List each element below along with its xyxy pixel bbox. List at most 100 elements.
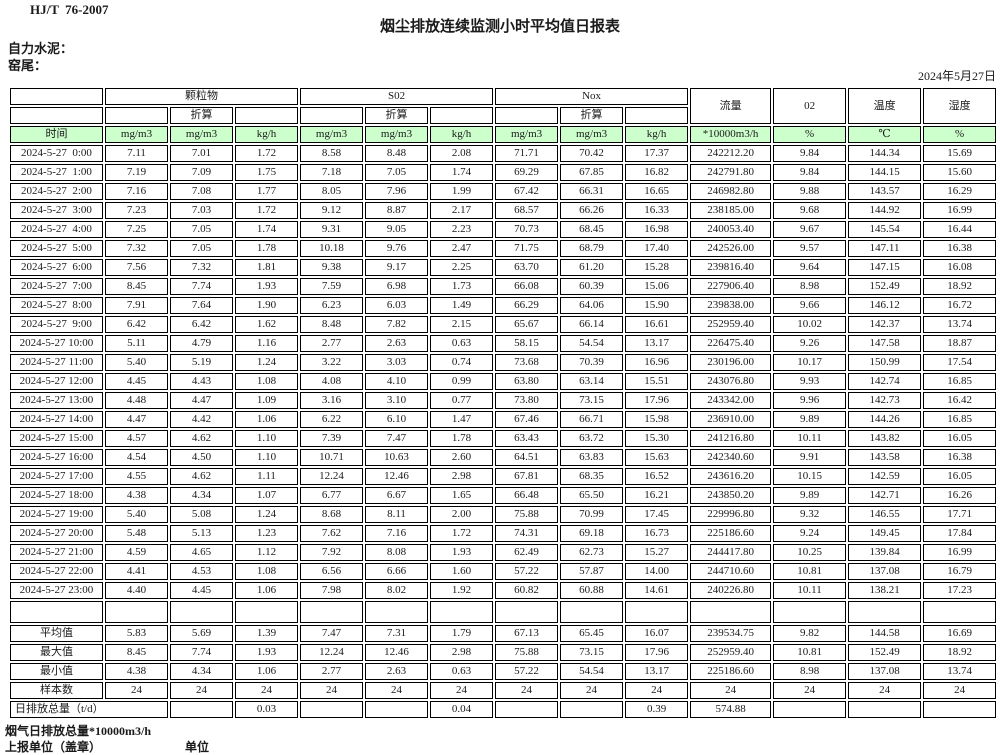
summary-row: 平均值 5.83 5.69 1.39 7.47 7.31 1.79 67.13 65.45 16.… xyxy=(10,625,997,642)
value-cell: 66.29 xyxy=(495,297,559,314)
value-cell: 9.84 xyxy=(773,145,847,162)
group-o2: 02 xyxy=(773,88,847,124)
summary-label-cell: 样本数 xyxy=(10,682,103,699)
time-cell: 2024-5-27 21:00 xyxy=(10,544,103,561)
value-cell: 226475.40 xyxy=(690,335,772,352)
summary-row: 日排放总量（t/d） 0.03 0.04 0.39 574.88 xyxy=(10,701,997,718)
value-cell: 7.01 xyxy=(170,145,233,162)
value-cell: 9.96 xyxy=(773,392,847,409)
header-group-row: 颗粒物 S02 Nox 流量 02 温度 湿度 xyxy=(10,88,997,124)
header-blank-cell xyxy=(430,107,494,124)
value-cell: 10.81 xyxy=(773,563,847,580)
time-cell: 2024-5-27 0:00 xyxy=(10,145,103,162)
value-cell: 4.50 xyxy=(170,449,233,466)
unit-header: % xyxy=(923,126,997,143)
value-cell: 7.03 xyxy=(170,202,233,219)
table-row: 2024-5-27 1:00 7.19 7.09 1.75 7.18 7.05 1.74 69… xyxy=(10,164,997,181)
value-cell: 8.11 xyxy=(365,506,429,523)
summary-value-cell xyxy=(848,701,922,718)
empty-cell xyxy=(690,601,772,623)
value-cell: 4.57 xyxy=(105,430,168,447)
value-cell: 147.11 xyxy=(848,240,922,257)
monitoring-data-table: 颗粒物 S02 Nox 流量 02 温度 湿度 折算 折算 折算 时间 mg/m… xyxy=(8,86,998,720)
empty-row xyxy=(10,601,997,623)
value-cell: 8.68 xyxy=(300,506,364,523)
value-cell: 1.65 xyxy=(430,487,494,504)
unit-header: kg/h xyxy=(235,126,299,143)
value-cell: 4.40 xyxy=(105,582,168,599)
time-cell: 2024-5-27 11:00 xyxy=(10,354,103,371)
value-cell: 4.79 xyxy=(170,335,233,352)
value-cell: 4.47 xyxy=(105,411,168,428)
value-cell: 68.79 xyxy=(560,240,624,257)
value-cell: 4.62 xyxy=(170,430,233,447)
value-cell: 147.58 xyxy=(848,335,922,352)
table-row: 2024-5-27 3:00 7.23 7.03 1.72 9.12 8.87 2.17 68… xyxy=(10,202,997,219)
time-cell: 2024-5-27 16:00 xyxy=(10,449,103,466)
empty-cell xyxy=(495,601,559,623)
value-cell: 9.05 xyxy=(365,221,429,238)
value-cell: 152.49 xyxy=(848,278,922,295)
summary-value-cell: 252959.40 xyxy=(690,644,772,661)
value-cell: 146.55 xyxy=(848,506,922,523)
value-cell: 0.77 xyxy=(430,392,494,409)
value-cell: 10.63 xyxy=(365,449,429,466)
value-cell: 16.99 xyxy=(923,544,997,561)
value-cell: 7.62 xyxy=(300,525,364,542)
time-column-header: 时间 xyxy=(10,126,103,143)
table-row: 2024-5-27 16:00 4.54 4.50 1.10 10.71 10.63 2.6… xyxy=(10,449,997,466)
empty-cell xyxy=(300,601,364,623)
summary-value-cell: 8.45 xyxy=(105,644,168,661)
value-cell: 4.41 xyxy=(105,563,168,580)
value-cell: 2.77 xyxy=(300,335,364,352)
value-cell: 1.92 xyxy=(430,582,494,599)
value-cell: 16.96 xyxy=(625,354,689,371)
value-cell: 7.05 xyxy=(170,221,233,238)
table-row: 2024-5-27 10:00 5.11 4.79 1.16 2.77 2.63 0.63 5… xyxy=(10,335,997,352)
table-row: 2024-5-27 21:00 4.59 4.65 1.12 7.92 8.08 1.93 6… xyxy=(10,544,997,561)
empty-cell xyxy=(365,601,429,623)
summary-value-cell: 65.45 xyxy=(560,625,624,642)
value-cell: 8.48 xyxy=(365,145,429,162)
summary-value-cell: 1.79 xyxy=(430,625,494,642)
value-cell: 137.08 xyxy=(848,563,922,580)
value-cell: 15.60 xyxy=(923,164,997,181)
summary-value-cell xyxy=(300,701,364,718)
value-cell: 4.38 xyxy=(105,487,168,504)
standard-code: HJ/T 76-2007 xyxy=(30,2,109,17)
value-cell: 7.32 xyxy=(105,240,168,257)
value-cell: 243342.00 xyxy=(690,392,772,409)
value-cell: 2.08 xyxy=(430,145,494,162)
value-cell: 5.13 xyxy=(170,525,233,542)
value-cell: 9.24 xyxy=(773,525,847,542)
time-cell: 2024-5-27 8:00 xyxy=(10,297,103,314)
summary-value-cell: 24 xyxy=(300,682,364,699)
value-cell: 60.39 xyxy=(560,278,624,295)
summary-value-cell: 9.82 xyxy=(773,625,847,642)
summary-value-cell xyxy=(365,701,429,718)
value-cell: 4.43 xyxy=(170,373,233,390)
header-blank-cell xyxy=(300,107,364,124)
summary-value-cell: 5.69 xyxy=(170,625,233,642)
value-cell: 16.85 xyxy=(923,411,997,428)
value-cell: 1.24 xyxy=(235,354,299,371)
value-cell: 1.11 xyxy=(235,468,299,485)
value-cell: 238185.00 xyxy=(690,202,772,219)
time-cell: 2024-5-27 22:00 xyxy=(10,563,103,580)
value-cell: 16.72 xyxy=(923,297,997,314)
time-cell: 2024-5-27 14:00 xyxy=(10,411,103,428)
value-cell: 8.08 xyxy=(365,544,429,561)
value-cell: 9.67 xyxy=(773,221,847,238)
summary-value-cell: 10.81 xyxy=(773,644,847,661)
value-cell: 1.74 xyxy=(430,164,494,181)
summary-value-cell: 144.58 xyxy=(848,625,922,642)
value-cell: 62.73 xyxy=(560,544,624,561)
value-cell: 143.57 xyxy=(848,183,922,200)
value-cell: 57.87 xyxy=(560,563,624,580)
table-row: 2024-5-27 14:00 4.47 4.42 1.06 6.22 6.10 1.47 6… xyxy=(10,411,997,428)
group-temperature: 温度 xyxy=(848,88,922,124)
summary-value-cell: 0.03 xyxy=(235,701,299,718)
value-cell: 6.23 xyxy=(300,297,364,314)
value-cell: 240226.80 xyxy=(690,582,772,599)
value-cell: 16.29 xyxy=(923,183,997,200)
